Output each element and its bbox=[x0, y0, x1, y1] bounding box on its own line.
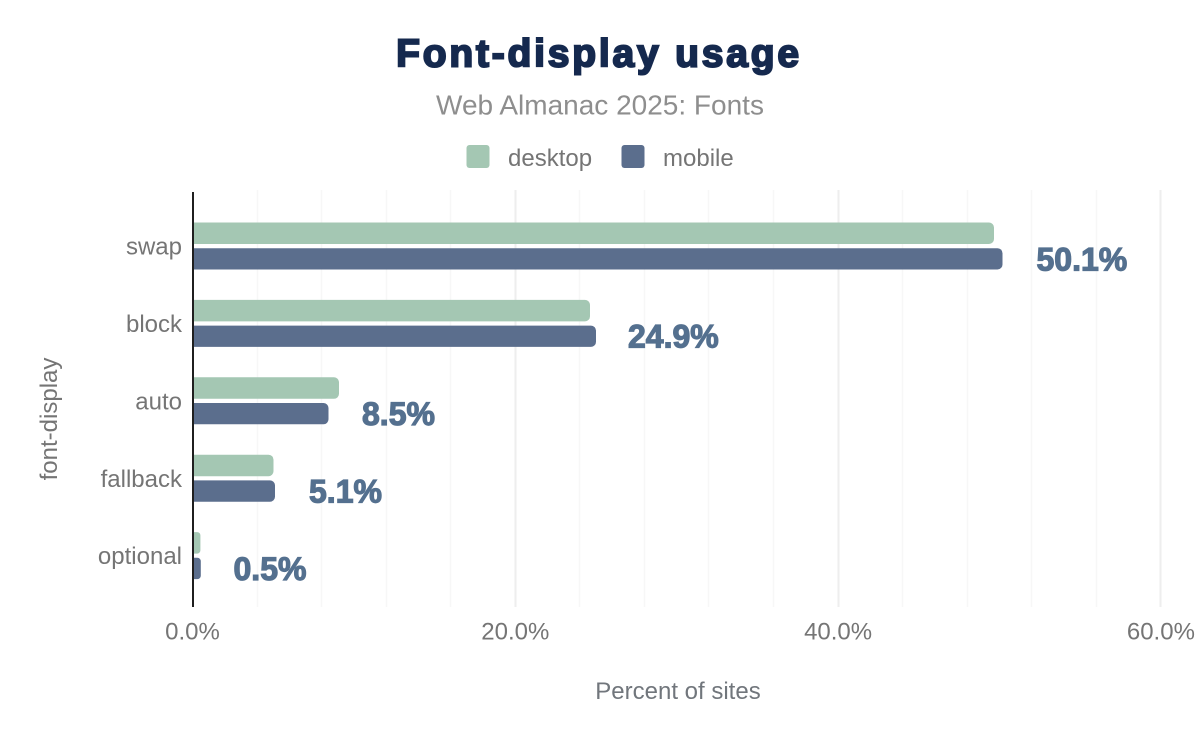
svg-text:40.0%: 40.0% bbox=[804, 618, 872, 645]
svg-text:60.0%: 60.0% bbox=[1127, 618, 1195, 645]
svg-text:auto: auto bbox=[135, 388, 182, 415]
svg-text:mobile: mobile bbox=[663, 145, 734, 172]
svg-text:50.1%: 50.1% bbox=[1037, 241, 1128, 277]
svg-text:Percent of sites: Percent of sites bbox=[595, 678, 760, 705]
svg-text:font-display: font-display bbox=[36, 358, 63, 481]
svg-text:swap: swap bbox=[126, 234, 182, 261]
svg-text:desktop: desktop bbox=[508, 145, 592, 172]
svg-text:8.5%: 8.5% bbox=[362, 396, 435, 432]
svg-text:5.1%: 5.1% bbox=[309, 474, 382, 510]
svg-text:0.0%: 0.0% bbox=[165, 618, 220, 645]
svg-text:optional: optional bbox=[98, 543, 182, 570]
svg-text:fallback: fallback bbox=[101, 466, 183, 493]
svg-text:24.9%: 24.9% bbox=[628, 319, 719, 355]
svg-text:block: block bbox=[126, 311, 183, 338]
svg-text:Web Almanac 2025: Fonts: Web Almanac 2025: Fonts bbox=[436, 89, 764, 120]
svg-text:20.0%: 20.0% bbox=[481, 618, 549, 645]
svg-text:Font-display usage: Font-display usage bbox=[396, 32, 802, 75]
svg-text:0.5%: 0.5% bbox=[234, 551, 307, 587]
